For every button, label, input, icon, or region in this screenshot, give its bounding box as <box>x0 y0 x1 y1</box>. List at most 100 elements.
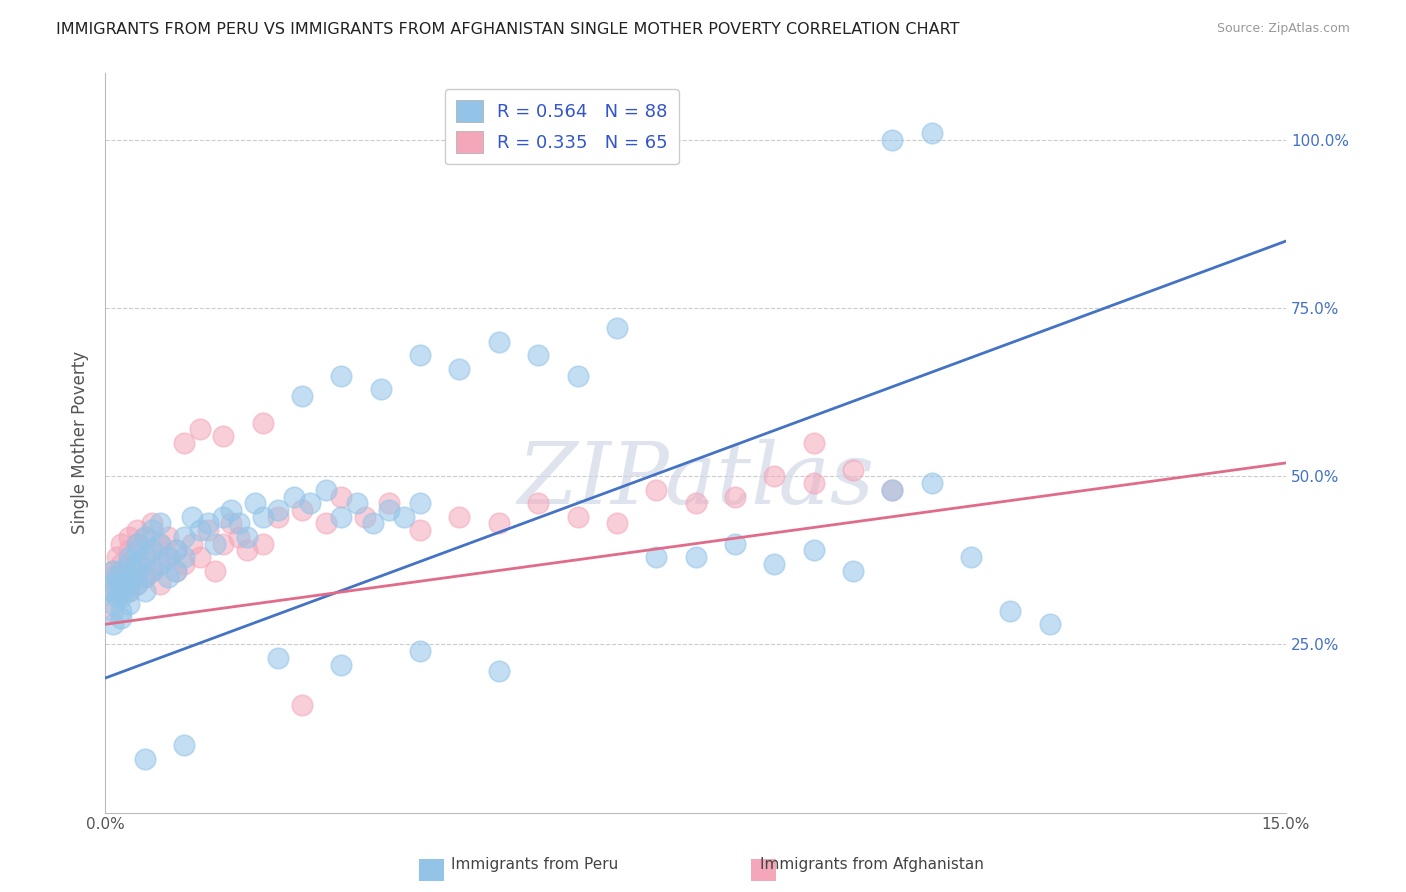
Point <box>149 557 172 571</box>
Point <box>173 557 195 571</box>
Point <box>330 490 353 504</box>
Point <box>110 610 132 624</box>
Point <box>361 516 384 531</box>
Text: Source: ZipAtlas.com: Source: ZipAtlas.com <box>1216 22 1350 36</box>
Point <box>527 348 550 362</box>
Point <box>141 564 163 578</box>
Point <box>125 557 148 571</box>
Point <box>330 657 353 672</box>
Point <box>236 530 259 544</box>
Point <box>449 509 471 524</box>
Point <box>105 550 128 565</box>
Point <box>110 564 132 578</box>
Point <box>488 334 510 349</box>
Point <box>204 536 226 550</box>
Point <box>125 536 148 550</box>
Point <box>228 530 250 544</box>
Point <box>370 382 392 396</box>
Text: Immigrants from Afghanistan: Immigrants from Afghanistan <box>759 857 984 872</box>
Point <box>101 597 124 611</box>
Point <box>763 469 786 483</box>
Point <box>180 536 202 550</box>
Point <box>134 530 156 544</box>
Point <box>842 463 865 477</box>
Point <box>1039 617 1062 632</box>
Point <box>110 577 132 591</box>
Point <box>105 591 128 605</box>
Point <box>125 523 148 537</box>
Point <box>197 516 219 531</box>
Point <box>243 496 266 510</box>
Point <box>567 368 589 383</box>
Point <box>188 550 211 565</box>
Point <box>1000 604 1022 618</box>
Point <box>291 503 314 517</box>
Point <box>134 583 156 598</box>
Point <box>921 127 943 141</box>
Point <box>212 509 235 524</box>
Point <box>173 530 195 544</box>
Y-axis label: Single Mother Poverty: Single Mother Poverty <box>72 351 89 534</box>
Point <box>141 516 163 531</box>
Point <box>267 509 290 524</box>
Point <box>315 516 337 531</box>
Point <box>283 490 305 504</box>
Point <box>157 570 180 584</box>
Point <box>118 564 141 578</box>
Point <box>377 503 399 517</box>
Point <box>141 543 163 558</box>
Point <box>149 536 172 550</box>
Point <box>101 617 124 632</box>
Point <box>685 496 707 510</box>
Point <box>149 577 172 591</box>
Legend: R = 0.564   N = 88, R = 0.335   N = 65: R = 0.564 N = 88, R = 0.335 N = 65 <box>444 89 679 164</box>
Point <box>98 583 121 598</box>
Point <box>125 577 148 591</box>
Point <box>110 577 132 591</box>
Point <box>197 523 219 537</box>
Point <box>118 550 141 565</box>
Point <box>645 550 668 565</box>
Point <box>267 503 290 517</box>
Point <box>125 543 148 558</box>
Point <box>960 550 983 565</box>
Point <box>134 752 156 766</box>
Point <box>157 530 180 544</box>
Text: Immigrants from Peru: Immigrants from Peru <box>451 857 617 872</box>
Point <box>228 516 250 531</box>
Point <box>298 496 321 510</box>
Point <box>101 604 124 618</box>
Point <box>409 496 432 510</box>
Point <box>141 564 163 578</box>
Point <box>882 483 904 497</box>
Point <box>842 564 865 578</box>
Point <box>219 503 242 517</box>
Point <box>101 564 124 578</box>
Point <box>803 476 825 491</box>
Point <box>291 389 314 403</box>
Point <box>409 644 432 658</box>
Point <box>173 739 195 753</box>
Point <box>149 557 172 571</box>
Point <box>149 536 172 550</box>
Point <box>236 543 259 558</box>
Point <box>101 564 124 578</box>
Point <box>118 570 141 584</box>
Point <box>110 604 132 618</box>
Point <box>110 557 132 571</box>
Text: ZIPatlas: ZIPatlas <box>517 438 875 521</box>
Point <box>763 557 786 571</box>
Point <box>449 361 471 376</box>
Point <box>219 516 242 531</box>
Point <box>882 133 904 147</box>
Point <box>267 651 290 665</box>
Point <box>125 536 148 550</box>
Point <box>252 509 274 524</box>
Point <box>105 570 128 584</box>
Point <box>118 570 141 584</box>
Point <box>134 570 156 584</box>
Point <box>527 496 550 510</box>
Text: IMMIGRANTS FROM PERU VS IMMIGRANTS FROM AFGHANISTAN SINGLE MOTHER POVERTY CORREL: IMMIGRANTS FROM PERU VS IMMIGRANTS FROM … <box>56 22 960 37</box>
Point <box>118 597 141 611</box>
Point <box>882 483 904 497</box>
